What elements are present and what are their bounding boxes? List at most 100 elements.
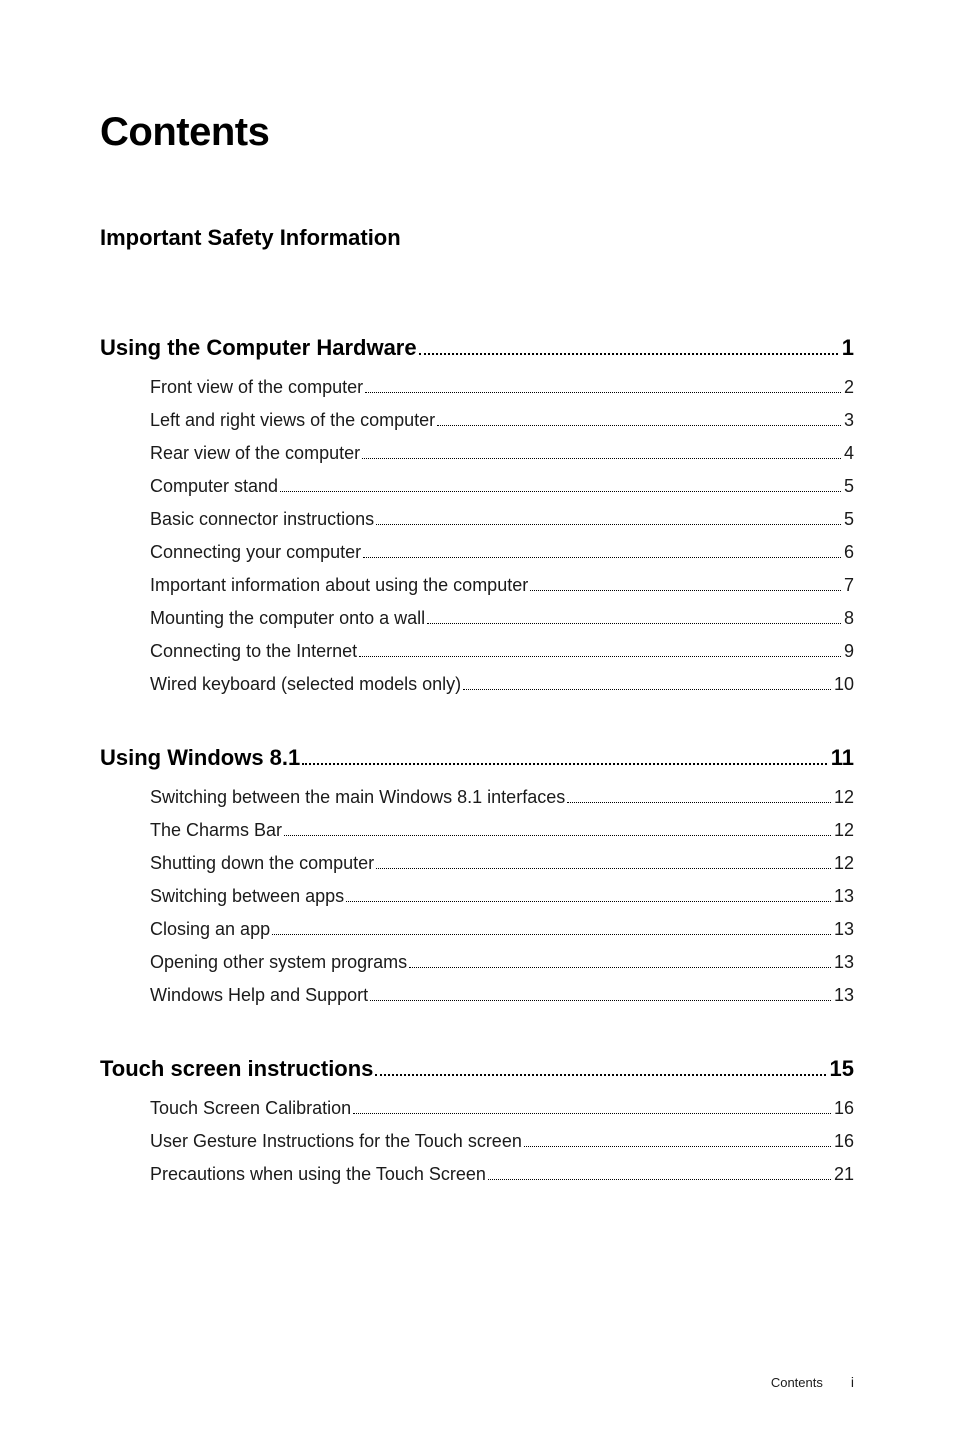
toc-item-label: Computer stand (150, 476, 278, 497)
toc-item-label: Left and right views of the computer (150, 410, 435, 431)
toc-item: Opening other system programs 13 (150, 946, 854, 979)
toc-item-page: 2 (844, 377, 854, 398)
toc-item-label: Switching between the main Windows 8.1 i… (150, 787, 565, 808)
toc-item-label: Touch Screen Calibration (150, 1098, 351, 1119)
section-heading-label: Using the Computer Hardware (100, 335, 417, 361)
toc-item-label: Mounting the computer onto a wall (150, 608, 425, 629)
toc-item-label: Opening other system programs (150, 952, 407, 973)
toc-item: Important information about using the co… (150, 569, 854, 602)
toc-item: Closing an app 13 (150, 913, 854, 946)
dotted-leader (363, 548, 841, 558)
toc-item-page: 13 (834, 886, 854, 907)
toc-item: Mounting the computer onto a wall 8 (150, 602, 854, 635)
dotted-leader (359, 647, 841, 657)
toc-item-label: Switching between apps (150, 886, 344, 907)
dotted-leader (427, 614, 841, 624)
toc-item: Touch Screen Calibration 16 (150, 1092, 854, 1125)
toc-item-page: 9 (844, 641, 854, 662)
section-heading-row: Touch screen instructions 15 (100, 1056, 854, 1082)
section-page-number: 1 (842, 335, 854, 361)
dotted-leader (419, 342, 838, 355)
toc-item: Basic connector instructions 5 (150, 503, 854, 536)
dotted-leader (284, 826, 831, 836)
toc-item: Computer stand 5 (150, 470, 854, 503)
toc-item-label: Closing an app (150, 919, 270, 940)
dotted-leader (463, 680, 831, 690)
toc-item: The Charms Bar 12 (150, 814, 854, 847)
dotted-leader (376, 515, 841, 525)
toc-item: Switching between apps 13 (150, 880, 854, 913)
toc-item-label: Connecting your computer (150, 542, 361, 563)
table-of-contents: Important Safety Information Using the Co… (100, 225, 854, 1191)
dotted-leader (365, 383, 841, 393)
toc-item-page: 13 (834, 985, 854, 1006)
dotted-leader (353, 1104, 831, 1114)
toc-item-page: 4 (844, 443, 854, 464)
toc-item: Connecting your computer 6 (150, 536, 854, 569)
toc-item-page: 12 (834, 820, 854, 841)
toc-item-label: The Charms Bar (150, 820, 282, 841)
toc-item-label: Basic connector instructions (150, 509, 374, 530)
toc-item-page: 10 (834, 674, 854, 695)
section-page-number: 11 (831, 745, 854, 771)
page-root: Contents Important Safety Information Usi… (0, 0, 954, 1452)
dotted-leader (567, 793, 831, 803)
dotted-leader (530, 581, 841, 591)
toc-item-label: Wired keyboard (selected models only) (150, 674, 461, 695)
section-gap (100, 291, 854, 317)
dotted-leader (280, 482, 841, 492)
section-heading-label: Using Windows 8.1 (100, 745, 300, 771)
toc-item-page: 12 (834, 787, 854, 808)
toc-item-page: 6 (844, 542, 854, 563)
toc-item-label: Connecting to the Internet (150, 641, 357, 662)
toc-item-label: Front view of the computer (150, 377, 363, 398)
toc-item: Left and right views of the computer 3 (150, 404, 854, 437)
dotted-leader (362, 449, 841, 459)
toc-item-page: 5 (844, 476, 854, 497)
footer: Contents i (771, 1374, 854, 1390)
toc-item-page: 16 (834, 1098, 854, 1119)
footer-page-number: i (851, 1374, 854, 1390)
dotted-leader (437, 416, 841, 426)
toc-item-page: 5 (844, 509, 854, 530)
toc-item-page: 21 (834, 1164, 854, 1185)
dotted-leader (488, 1170, 831, 1180)
dotted-leader (375, 1063, 825, 1076)
dotted-leader (370, 991, 831, 1001)
dotted-leader (376, 859, 831, 869)
toc-item-page: 16 (834, 1131, 854, 1152)
toc-item-page: 12 (834, 853, 854, 874)
toc-item: Precautions when using the Touch Screen 2… (150, 1158, 854, 1191)
section-heading-row: Using the Computer Hardware 1 (100, 335, 854, 361)
toc-item: Connecting to the Internet 9 (150, 635, 854, 668)
toc-item-label: Precautions when using the Touch Screen (150, 1164, 486, 1185)
toc-item-label: Shutting down the computer (150, 853, 374, 874)
toc-item: Wired keyboard (selected models only) 10 (150, 668, 854, 701)
section-heading-row: Using Windows 8.1 11 (100, 745, 854, 771)
section-gap (100, 1012, 854, 1038)
dotted-leader (524, 1137, 831, 1147)
toc-item: Rear view of the computer 4 (150, 437, 854, 470)
dotted-leader (409, 958, 831, 968)
toc-item-label: Windows Help and Support (150, 985, 368, 1006)
toc-item: Windows Help and Support 13 (150, 979, 854, 1012)
toc-item-page: 7 (844, 575, 854, 596)
toc-item: Front view of the computer 2 (150, 371, 854, 404)
toc-item-page: 8 (844, 608, 854, 629)
toc-item: Shutting down the computer 12 (150, 847, 854, 880)
toc-item-label: User Gesture Instructions for the Touch … (150, 1131, 522, 1152)
section-page-number: 15 (830, 1056, 854, 1082)
toc-item-label: Rear view of the computer (150, 443, 360, 464)
toc-item-page: 13 (834, 919, 854, 940)
toc-item-page: 3 (844, 410, 854, 431)
toc-item: Switching between the main Windows 8.1 i… (150, 781, 854, 814)
section-heading-label: Touch screen instructions (100, 1056, 373, 1082)
section-heading: Important Safety Information (100, 225, 854, 251)
dotted-leader (272, 925, 831, 935)
dotted-leader (346, 892, 831, 902)
toc-item-label: Important information about using the co… (150, 575, 528, 596)
section-gap (100, 701, 854, 727)
toc-item-page: 13 (834, 952, 854, 973)
footer-label: Contents (771, 1375, 823, 1390)
toc-item: User Gesture Instructions for the Touch … (150, 1125, 854, 1158)
